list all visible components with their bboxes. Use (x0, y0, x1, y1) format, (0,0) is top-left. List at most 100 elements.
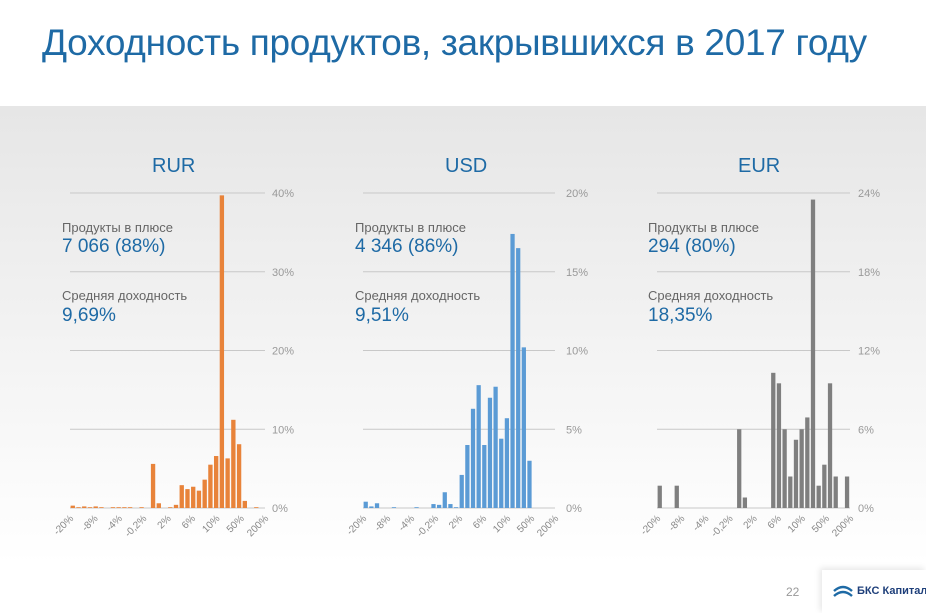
positive-products-label: Продукты в плюсе (355, 220, 466, 235)
bar (657, 485, 662, 508)
positive-products-label: Продукты в плюсе (648, 220, 759, 235)
logo-text: БКС Капитал (857, 585, 926, 597)
bar (363, 501, 368, 508)
chart-title: USD (445, 155, 488, 177)
bar (156, 503, 161, 508)
bar (499, 438, 504, 508)
bar (793, 439, 799, 508)
page-number: 22 (786, 585, 800, 599)
bar (213, 456, 219, 508)
page-title: Доходность продуктов, закрывшихся в 2017… (42, 22, 867, 63)
y-tick-label: 18% (858, 267, 880, 279)
bar (459, 474, 464, 508)
bar (476, 385, 481, 508)
bar (369, 506, 374, 508)
bar (391, 507, 397, 508)
bar (844, 476, 850, 508)
average-yield-value: 18,35% (648, 305, 713, 326)
bar (737, 429, 742, 508)
bar (453, 507, 459, 508)
bar (810, 199, 816, 508)
bar (70, 505, 75, 508)
y-tick-label: 24% (858, 188, 880, 200)
bar (236, 444, 242, 508)
bar (150, 463, 156, 508)
chart-title: RUR (152, 155, 196, 177)
bar (173, 504, 179, 508)
positive-products-label: Продукты в плюсе (62, 220, 173, 235)
y-tick-label: 0% (858, 503, 874, 515)
bar (202, 479, 207, 508)
bar (674, 485, 679, 508)
bar (208, 464, 213, 508)
bar (168, 507, 173, 508)
bar (99, 507, 104, 508)
chart-title: EUR (738, 155, 781, 177)
x-tick-label: 2% (742, 513, 760, 531)
positive-products-value: 7 066 (88%) (62, 236, 166, 257)
bar (127, 507, 133, 508)
company-logo: БКС Капитал (822, 570, 926, 613)
x-tick-label: -8% (667, 513, 687, 533)
y-tick-label: 5% (566, 424, 582, 436)
x-tick-label: 10% (786, 513, 808, 535)
bar (87, 507, 93, 508)
bar (93, 506, 98, 508)
bar (448, 504, 453, 508)
average-yield-label: Средняя доходность (62, 288, 188, 303)
bar (482, 445, 487, 508)
bar (493, 386, 498, 508)
bar (527, 460, 532, 508)
bar (191, 486, 196, 508)
bar (82, 506, 87, 508)
bar (771, 372, 776, 508)
positive-products-value: 294 (80%) (648, 236, 736, 257)
bar (504, 418, 510, 508)
bar (185, 489, 190, 508)
bar (516, 248, 521, 508)
bar (510, 233, 515, 508)
bar (442, 492, 447, 508)
y-tick-label: 10% (272, 424, 294, 436)
bar (776, 383, 782, 508)
average-yield-label: Средняя доходность (648, 288, 774, 303)
x-tick-label: 200% (830, 513, 856, 539)
bar (805, 417, 810, 508)
bar (242, 500, 247, 508)
y-tick-label: 15% (566, 267, 588, 279)
bar (521, 347, 526, 508)
y-tick-label: 10% (566, 346, 588, 358)
bar (742, 497, 748, 508)
bar (254, 507, 259, 508)
y-tick-label: 20% (272, 346, 294, 358)
bar (465, 445, 470, 508)
bar (219, 195, 225, 509)
bar (231, 419, 236, 508)
bar (437, 504, 442, 508)
bar (139, 507, 144, 508)
bar (470, 408, 476, 508)
average-yield-value: 9,51% (355, 305, 409, 326)
bar (122, 507, 127, 508)
average-yield-label: Средняя доходность (355, 288, 481, 303)
y-tick-label: 12% (858, 346, 880, 358)
bar (827, 383, 833, 508)
bar (110, 507, 116, 508)
average-yield-value: 9,69% (62, 305, 116, 326)
x-tick-label: -0,2% (709, 513, 735, 539)
bar (414, 507, 419, 508)
y-tick-label: 30% (272, 267, 294, 279)
x-tick-label: -20% (639, 513, 663, 537)
bar (833, 476, 838, 508)
y-tick-label: 6% (858, 424, 874, 436)
bar (816, 485, 821, 508)
bar (179, 485, 184, 508)
bar (788, 476, 793, 508)
x-tick-label: 50% (810, 513, 832, 535)
y-tick-label: 40% (272, 188, 294, 200)
logo-icon (833, 585, 853, 597)
bar (782, 429, 787, 508)
